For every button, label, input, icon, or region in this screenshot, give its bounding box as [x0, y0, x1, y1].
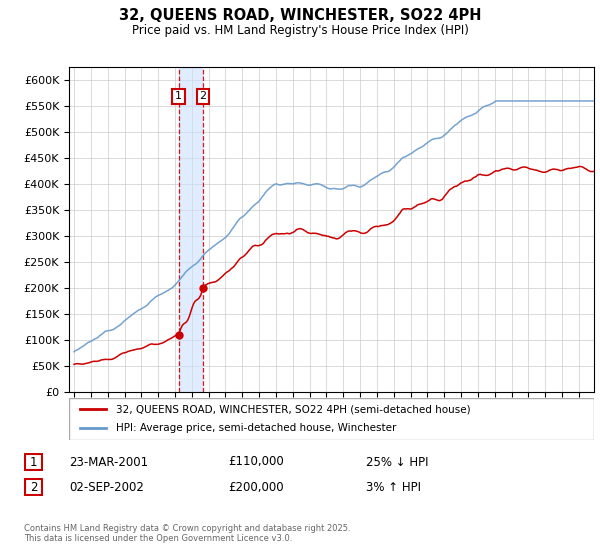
FancyBboxPatch shape: [69, 398, 594, 440]
Text: Price paid vs. HM Land Registry's House Price Index (HPI): Price paid vs. HM Land Registry's House …: [131, 24, 469, 36]
FancyBboxPatch shape: [25, 454, 42, 470]
Text: 32, QUEENS ROAD, WINCHESTER, SO22 4PH (semi-detached house): 32, QUEENS ROAD, WINCHESTER, SO22 4PH (s…: [116, 404, 471, 414]
Text: 1: 1: [175, 91, 182, 101]
Text: £200,000: £200,000: [228, 480, 284, 494]
Text: HPI: Average price, semi-detached house, Winchester: HPI: Average price, semi-detached house,…: [116, 423, 397, 433]
Text: 2: 2: [200, 91, 206, 101]
Text: 32, QUEENS ROAD, WINCHESTER, SO22 4PH: 32, QUEENS ROAD, WINCHESTER, SO22 4PH: [119, 8, 481, 24]
Text: Contains HM Land Registry data © Crown copyright and database right 2025.
This d: Contains HM Land Registry data © Crown c…: [24, 524, 350, 543]
Text: 23-MAR-2001: 23-MAR-2001: [69, 455, 148, 469]
Text: 02-SEP-2002: 02-SEP-2002: [69, 480, 144, 494]
Text: 25% ↓ HPI: 25% ↓ HPI: [366, 455, 428, 469]
FancyBboxPatch shape: [25, 479, 42, 495]
Text: 3% ↑ HPI: 3% ↑ HPI: [366, 480, 421, 494]
Text: 2: 2: [30, 480, 37, 494]
Text: £110,000: £110,000: [228, 455, 284, 469]
Text: 1: 1: [30, 455, 37, 469]
